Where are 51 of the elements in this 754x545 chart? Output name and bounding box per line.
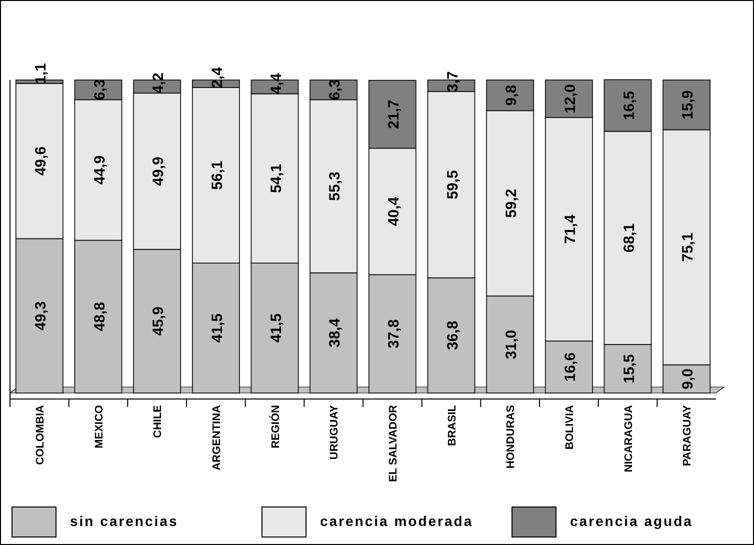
x-tick-label: PARAGUAY <box>682 404 694 466</box>
x-tick-label: BRASIL <box>446 404 458 446</box>
data-label: 45,9 <box>150 306 168 336</box>
x-tick-label: URUGUAY <box>328 404 341 460</box>
data-label: 16,5 <box>620 90 638 120</box>
data-label: 9,0 <box>680 368 697 390</box>
data-label: 15,9 <box>680 90 697 120</box>
data-label: 49,6 <box>32 146 50 176</box>
x-tick-label: MEXICO <box>93 404 106 448</box>
data-label: 9,8 <box>503 84 520 106</box>
data-label: 4,2 <box>150 72 168 94</box>
x-tick-label: ARGENTINA <box>210 404 223 470</box>
data-label: 41,5 <box>268 313 285 343</box>
data-label: 44,9 <box>91 155 108 185</box>
data-label: 1,1 <box>32 63 50 84</box>
data-label: 54,1 <box>268 164 285 194</box>
x-tick-label: COLOMBIA <box>34 404 46 465</box>
data-label: 16,6 <box>562 352 579 382</box>
data-label: 2,4 <box>208 66 226 88</box>
data-label: 36,8 <box>444 320 462 350</box>
data-label: 59,2 <box>503 188 520 218</box>
data-label: 21,7 <box>385 100 402 129</box>
data-label: 55,3 <box>326 172 344 201</box>
data-label: 68,1 <box>620 223 638 253</box>
data-label: 4,4 <box>268 72 285 94</box>
x-tick-label: REGIÓN <box>268 404 282 448</box>
data-label: 49,3 <box>32 301 50 330</box>
legend-label: carencia moderada <box>320 513 474 529</box>
data-label: 15,5 <box>620 354 638 384</box>
data-label: 49,9 <box>150 156 168 186</box>
data-label: 59,5 <box>444 170 462 200</box>
data-label: 3,7 <box>444 71 462 92</box>
data-label: 41,5 <box>208 313 226 343</box>
x-tick-label: BOLIVIA <box>564 404 576 450</box>
legend-label: sin carencias <box>70 513 178 529</box>
x-tick-label: NICARAGUA <box>622 404 635 472</box>
data-label: 6,3 <box>326 79 344 100</box>
x-tick-label: CHILE <box>152 405 164 438</box>
data-label: 48,8 <box>91 302 108 332</box>
legend-label: carencia aguda <box>570 513 693 529</box>
data-label: 40,4 <box>385 196 402 226</box>
data-label: 75,1 <box>680 232 697 262</box>
x-tick-label: EL SALVADOR <box>387 404 400 482</box>
data-label: 12,0 <box>562 84 579 114</box>
data-label: 37,8 <box>385 319 402 348</box>
data-label: 38,4 <box>326 318 344 348</box>
data-label: 71,4 <box>562 214 579 244</box>
data-label: 6,3 <box>91 79 108 100</box>
x-tick-label: HONDURAS <box>505 405 518 469</box>
data-label: 31,0 <box>503 330 520 360</box>
data-label: 56,1 <box>208 160 226 190</box>
